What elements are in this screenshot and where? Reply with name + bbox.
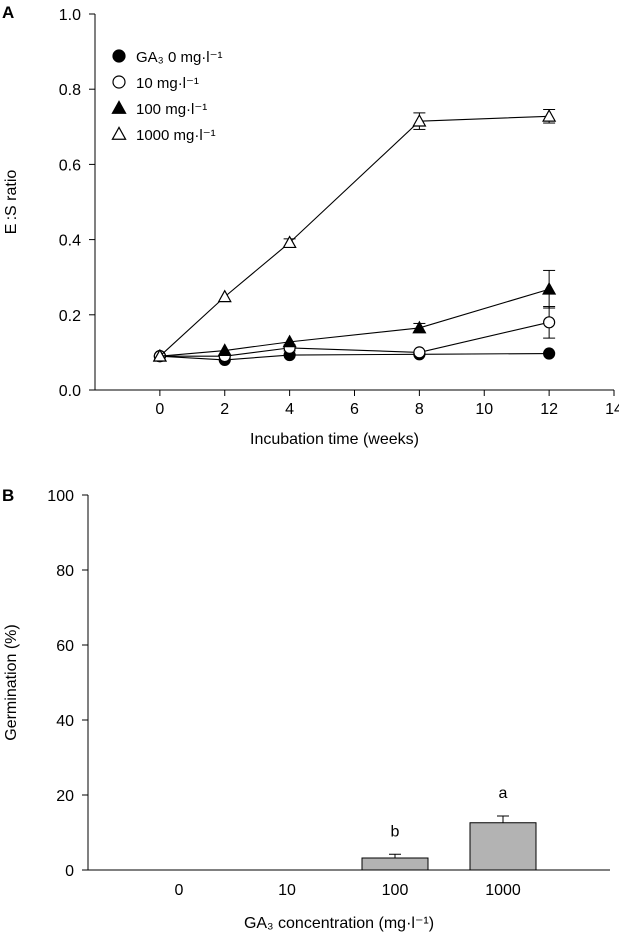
x-tick-label: 0 — [155, 401, 164, 418]
legend-marker — [112, 75, 126, 89]
x-tick-label: 1000 — [485, 882, 521, 899]
data-point — [412, 320, 427, 334]
x-tick-label: 0 — [175, 882, 184, 899]
legend-marker — [111, 100, 127, 114]
legend: GA₃ 0 mg·l⁻¹ 10 mg·l⁻¹ 100 mg·l⁻¹ 1000 mg·l… — [111, 49, 223, 144]
bar — [469, 822, 537, 871]
y-axis-title: E :S ratio — [3, 170, 20, 235]
significance-label: a — [499, 785, 508, 802]
legend-marker — [112, 49, 126, 63]
data-point — [542, 108, 557, 122]
x-tick-label: 100 — [382, 882, 409, 899]
x-tick-label: 14 — [605, 401, 619, 418]
y-tick-label: 1.0 — [59, 7, 81, 24]
legend-marker — [111, 126, 127, 140]
data-point — [217, 343, 232, 356]
x-tick-label: 4 — [285, 401, 294, 418]
legend-label: 10 mg·l⁻¹ — [136, 75, 199, 92]
x-tick-label: 10 — [278, 882, 296, 899]
y-tick-label: 0.8 — [59, 82, 81, 99]
y-tick-label: 0.4 — [59, 233, 81, 250]
y-tick-label: 100 — [47, 488, 74, 505]
data-point — [152, 348, 167, 362]
y-tick-label: 40 — [56, 713, 74, 730]
y-tick-label: 0.2 — [59, 308, 81, 325]
series-1 — [153, 306, 556, 363]
x-axis-title: GA₃ concentration (mg·l⁻¹) — [244, 915, 434, 932]
data-point — [217, 289, 232, 303]
data-point — [412, 113, 427, 127]
panel-a-line-chart: 0.0 0.2 0.4 0.6 0.8 1.0 0 2 4 6 8 10 12 14 Incubation … — [3, 7, 619, 448]
x-tick-label: 6 — [350, 401, 359, 418]
legend-label: 1000 mg·l⁻¹ — [136, 127, 216, 144]
series-line — [159, 288, 550, 357]
bar — [361, 857, 429, 871]
legend-label: 100 mg·l⁻¹ — [136, 101, 207, 118]
data-point — [543, 347, 556, 360]
x-axis-title: Incubation time (weeks) — [250, 431, 419, 448]
x-tick-label: 12 — [540, 401, 558, 418]
x-tick-label: 2 — [220, 401, 229, 418]
y-tick-label: 0 — [65, 863, 74, 880]
series-line — [159, 115, 550, 357]
series-2 — [152, 269, 557, 362]
legend-label: GA₃ 0 mg·l⁻¹ — [136, 49, 223, 66]
y-axis-title: Germination (%) — [3, 624, 20, 740]
y-tick-label: 60 — [56, 638, 74, 655]
significance-label: b — [391, 823, 400, 840]
panel-b-label: B — [2, 486, 14, 505]
y-tick-label: 80 — [56, 563, 74, 580]
y-tick-label: 0.0 — [59, 383, 81, 400]
y-tick-label: 0.6 — [59, 157, 81, 174]
x-tick-label: 8 — [415, 401, 424, 418]
data-point — [282, 334, 297, 348]
y-tick-label: 20 — [56, 788, 74, 805]
series-line — [159, 352, 550, 361]
series-3 — [152, 108, 557, 362]
data-point — [542, 281, 557, 295]
data-point — [543, 316, 556, 329]
x-tick-label: 10 — [475, 401, 493, 418]
data-point — [413, 346, 426, 359]
panel-a-label: A — [2, 3, 14, 22]
data-point — [282, 235, 297, 249]
